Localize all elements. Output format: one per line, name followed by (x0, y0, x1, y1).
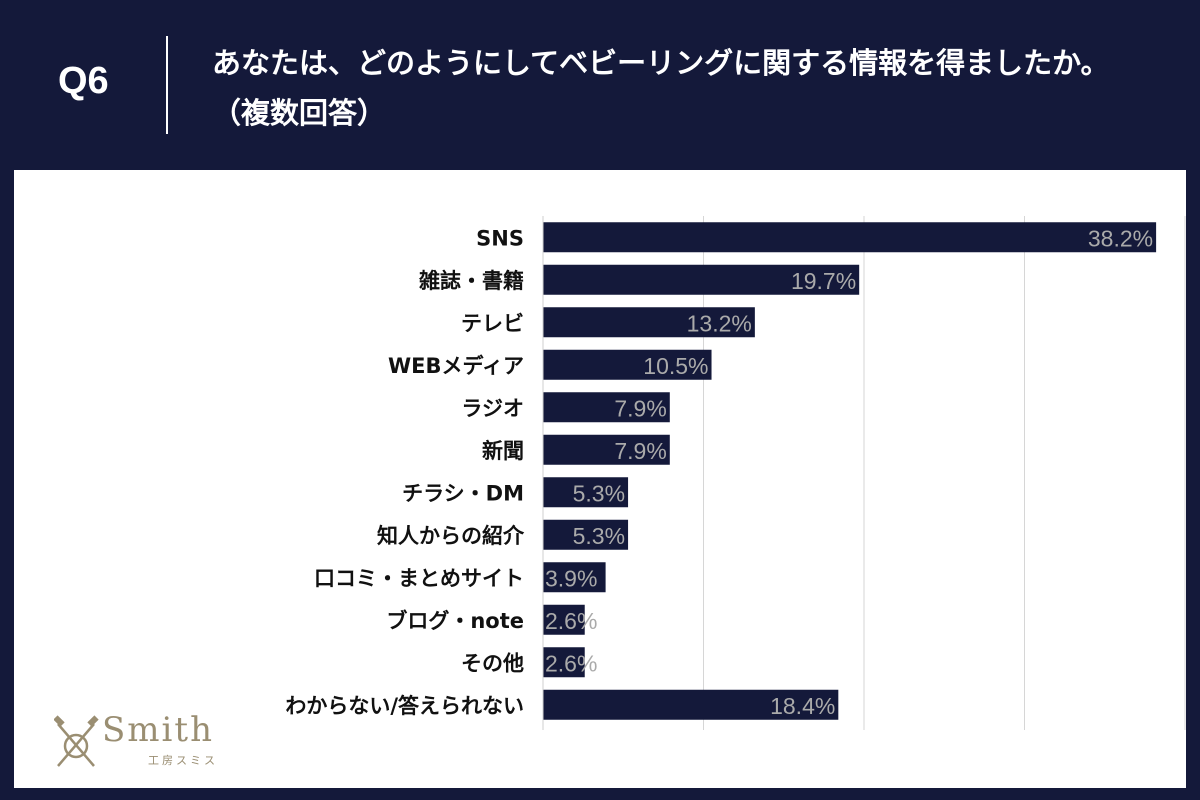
category-label: その他 (461, 651, 524, 675)
value-label: 5.3% (573, 480, 625, 506)
value-label: 2.6% (545, 650, 597, 676)
ring-crossed-tools-icon (54, 715, 99, 767)
value-label: 7.9% (614, 438, 666, 464)
category-label: 新聞 (482, 439, 524, 463)
smith-logo: Smith 工房スミス (54, 710, 244, 780)
category-label: 口コミ・まとめサイト (314, 566, 524, 590)
bar (543, 434, 670, 465)
value-label: 3.9% (545, 565, 597, 591)
bar (543, 689, 839, 720)
bar (543, 264, 860, 295)
header-divider (166, 36, 168, 134)
value-label: 13.2% (687, 310, 752, 336)
value-label: 18.4% (770, 693, 835, 719)
category-label: ラジオ (461, 396, 524, 420)
bar (543, 222, 1157, 253)
logo-wordmark: Smith (102, 710, 214, 750)
bar (543, 562, 606, 593)
header: Q6 あなたは、どのようにしてベビーリングに関する情報を得ましたか。（複数回答） (0, 0, 1200, 170)
bar (543, 349, 712, 380)
value-label: 38.2% (1088, 225, 1153, 251)
value-label: 7.9% (614, 395, 666, 421)
category-label: ブログ・note (386, 609, 524, 633)
bar (543, 392, 670, 423)
category-label: 知人からの紹介 (377, 524, 525, 548)
bar (543, 519, 629, 550)
category-label: WEBメディア (388, 354, 524, 378)
category-label: チラシ・DM (402, 481, 524, 505)
bar (543, 604, 585, 635)
bar-chart: SNS 38.2% 雑誌・書籍 19.7% テレビ 13.2% WEBメディア 10.5% ラジ… (285, 216, 1186, 730)
value-label: 10.5% (643, 353, 708, 379)
category-label: テレビ (461, 311, 524, 335)
value-label: 19.7% (791, 268, 856, 294)
bar (543, 307, 755, 338)
category-label: わからない/答えられない (285, 694, 524, 718)
value-label: 2.6% (545, 608, 597, 634)
bar (543, 647, 585, 678)
question-text: あなたは、どのようにしてベビーリングに関する情報を得ましたか。（複数回答） (212, 46, 1110, 130)
logo-subtitle: 工房スミス (148, 754, 218, 767)
question-number: Q6 (58, 60, 109, 102)
bar (543, 477, 629, 508)
chart-panel: SNS 38.2% 雑誌・書籍 19.7% テレビ 13.2% WEBメディア 10.5% ラジ… (14, 170, 1186, 788)
value-label: 5.3% (573, 523, 625, 549)
category-label: SNS (476, 226, 524, 250)
category-label: 雑誌・書籍 (418, 269, 524, 293)
